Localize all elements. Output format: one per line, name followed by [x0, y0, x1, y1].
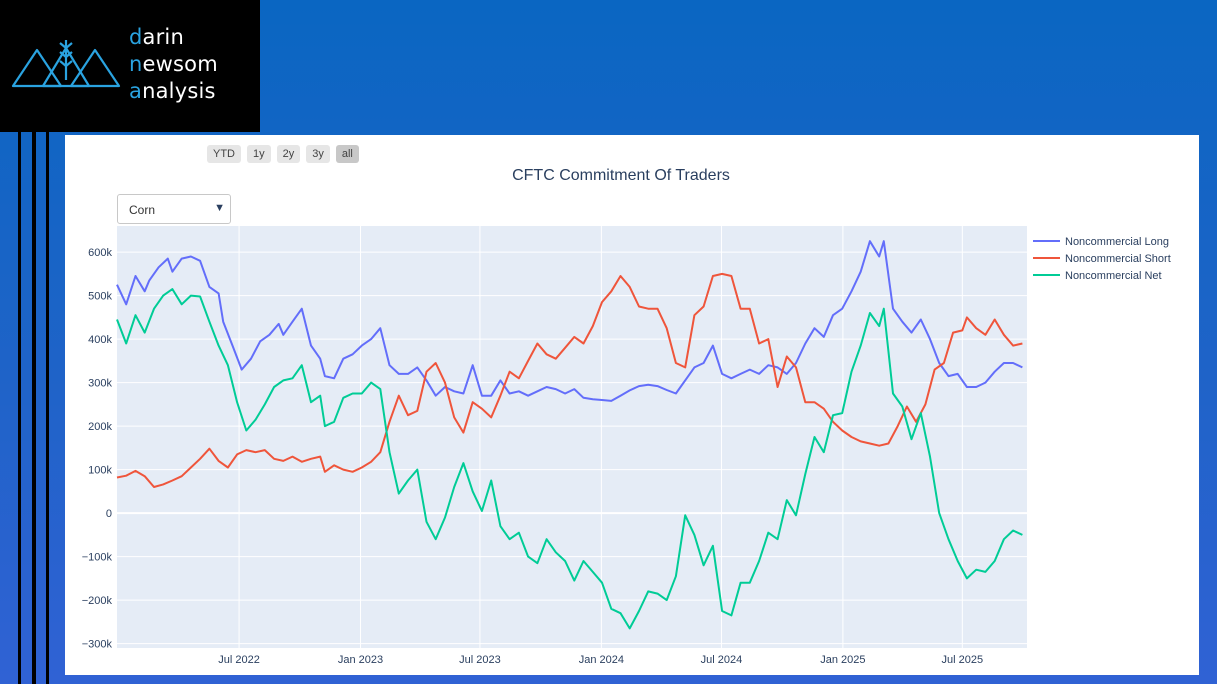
- triangle-down-icon: ▼: [214, 202, 225, 214]
- range-button-ytd[interactable]: YTD: [207, 145, 241, 163]
- y-tick-label: 600k: [88, 247, 112, 259]
- decorative-stripe: [32, 132, 36, 684]
- decorative-stripe: [46, 132, 49, 684]
- y-tick-label: 0: [106, 508, 112, 520]
- range-button-2y[interactable]: 2y: [276, 145, 301, 163]
- wheat-mountains-icon: [11, 40, 121, 88]
- series-line-noncommercial-long[interactable]: [116, 240, 1023, 402]
- x-tick-label: Jul 2025: [942, 654, 984, 666]
- commodity-selected: Corn: [129, 203, 156, 217]
- legend-label: Noncommercial Net: [1065, 270, 1162, 282]
- legend-item-noncommercial-net[interactable]: Noncommercial Net: [1033, 270, 1162, 282]
- x-tick-label: Jul 2024: [701, 654, 743, 666]
- x-tick-label: Jul 2022: [218, 654, 260, 666]
- cot-line-chart[interactable]: CFTC Commitment Of Traders −300k −200k −10…: [65, 135, 1199, 675]
- x-tick-label: Jul 2023: [459, 654, 501, 666]
- y-tick-label: 200k: [88, 421, 112, 433]
- range-button-1y[interactable]: 1y: [247, 145, 271, 163]
- brand-name: darin newsom analysis: [129, 25, 218, 103]
- y-tick-label: −200k: [82, 595, 113, 607]
- y-tick-label: −300k: [82, 639, 113, 651]
- y-tick-label: −100k: [82, 552, 113, 564]
- legend-label: Noncommercial Short: [1065, 253, 1171, 265]
- series-line-noncommercial-short[interactable]: [116, 272, 1023, 488]
- x-tick-label: Jan 2023: [338, 654, 383, 666]
- series-line-noncommercial-net[interactable]: [116, 288, 1023, 630]
- commodity-dropdown[interactable]: Corn ▼: [117, 194, 231, 224]
- y-tick-label: 500k: [88, 291, 112, 303]
- range-selector: YTD 1y 2y 3y all: [207, 145, 359, 163]
- range-button-all[interactable]: all: [335, 145, 359, 163]
- chart-panel: YTD 1y 2y 3y all Corn ▼ CFTC Commitment …: [65, 135, 1199, 675]
- brand-logo: darin newsom analysis: [0, 0, 260, 132]
- legend-item-noncommercial-long[interactable]: Noncommercial Long: [1033, 236, 1169, 248]
- decorative-stripe: [18, 132, 21, 684]
- x-tick-label: Jan 2025: [820, 654, 865, 666]
- y-tick-label: 400k: [88, 334, 112, 346]
- range-button-3y[interactable]: 3y: [306, 145, 330, 163]
- x-tick-label: Jan 2024: [579, 654, 624, 666]
- legend-label: Noncommercial Long: [1065, 236, 1169, 248]
- chart-title: CFTC Commitment Of Traders: [512, 167, 730, 184]
- legend-item-noncommercial-short[interactable]: Noncommercial Short: [1033, 253, 1171, 265]
- y-tick-label: 300k: [88, 378, 112, 390]
- y-tick-label: 100k: [88, 465, 112, 477]
